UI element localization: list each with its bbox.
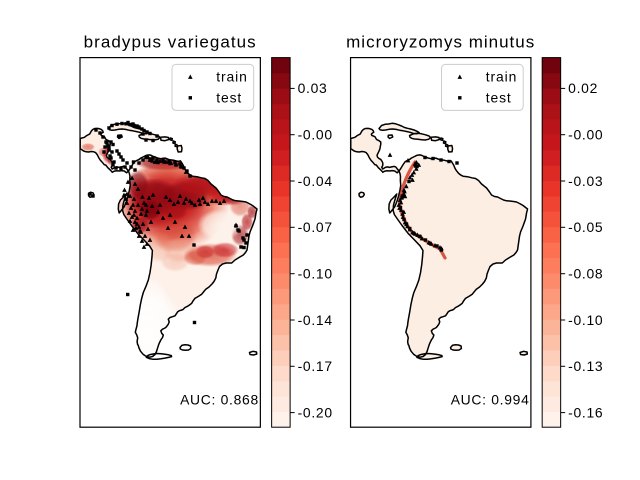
svg-text:-0.10: -0.10 xyxy=(298,266,333,282)
svg-text:-0.08: -0.08 xyxy=(568,266,603,282)
svg-text:-0.16: -0.16 xyxy=(568,404,603,420)
svg-text:-0.00: -0.00 xyxy=(298,127,333,143)
svg-text:train: train xyxy=(486,69,518,85)
svg-text:-0.04: -0.04 xyxy=(298,173,333,189)
svg-text:0.03: 0.03 xyxy=(298,80,328,96)
svg-text:-0.03: -0.03 xyxy=(568,173,603,189)
svg-text:-0.17: -0.17 xyxy=(298,358,333,374)
svg-text:-0.13: -0.13 xyxy=(568,358,603,374)
svg-text:-0.14: -0.14 xyxy=(298,312,333,328)
svg-text:-0.07: -0.07 xyxy=(298,219,333,235)
svg-text:microryzomys minutus: microryzomys minutus xyxy=(346,33,535,52)
svg-text:-0.05: -0.05 xyxy=(568,219,603,235)
svg-text:-0.00: -0.00 xyxy=(568,127,603,143)
svg-text:test: test xyxy=(216,89,242,105)
svg-text:AUC: 0.994: AUC: 0.994 xyxy=(451,391,530,407)
svg-text:-0.20: -0.20 xyxy=(298,404,333,420)
svg-text:AUC: 0.868: AUC: 0.868 xyxy=(180,391,259,407)
svg-text:-0.10: -0.10 xyxy=(568,312,603,328)
svg-text:0.02: 0.02 xyxy=(568,80,598,96)
svg-text:test: test xyxy=(486,89,512,105)
svg-text:train: train xyxy=(216,69,248,85)
svg-text:bradypus variegatus: bradypus variegatus xyxy=(84,33,257,52)
